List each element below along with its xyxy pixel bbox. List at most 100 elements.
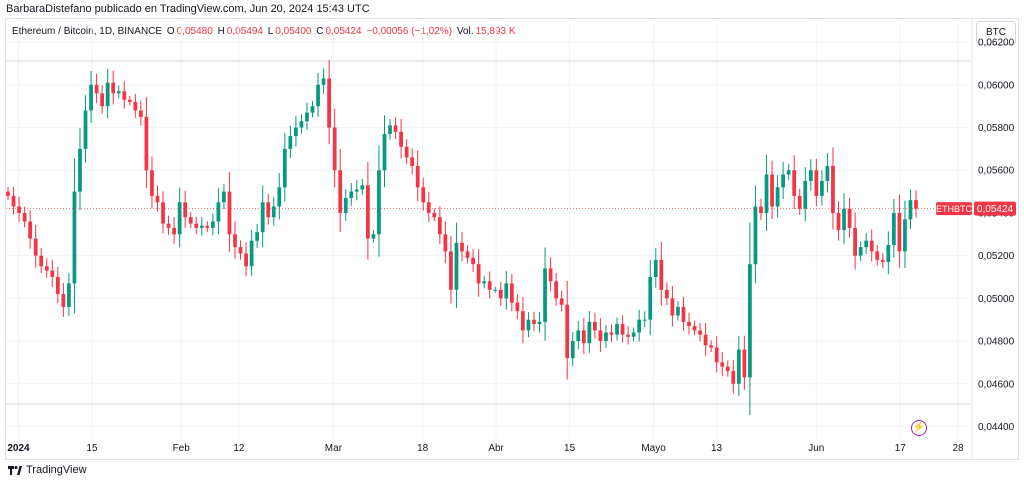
candle-body (216, 202, 221, 222)
candle-body (360, 185, 365, 190)
close-label: C (316, 26, 324, 37)
candle-body (820, 180, 824, 196)
candle-body (587, 321, 592, 344)
candle-body (664, 289, 669, 299)
footer-brand[interactable]: TradingView (8, 464, 87, 476)
candle-body (880, 259, 885, 263)
candle-body (305, 112, 309, 122)
candle-body (61, 294, 66, 307)
candle-body (543, 268, 547, 322)
candle-body (803, 180, 808, 209)
candle-body (100, 93, 105, 107)
candle-body (831, 165, 835, 213)
candle-body (869, 240, 874, 252)
candle-body (6, 191, 10, 196)
candle-body (277, 187, 282, 207)
candle-body (399, 131, 403, 147)
candle-body (316, 84, 320, 107)
candle-body (150, 170, 154, 196)
candle-body (188, 217, 193, 224)
candle-body (393, 125, 398, 132)
x-tick-label: 17 (895, 443, 907, 454)
candle-body (620, 323, 625, 335)
close-value: 0,05424 (325, 26, 362, 37)
candle-body (271, 206, 276, 218)
candle-body (515, 302, 520, 312)
candle-body (548, 268, 553, 282)
currency-button[interactable]: BTC (976, 21, 1016, 45)
candle-body (670, 298, 675, 316)
candle-body (891, 212, 896, 245)
candle-body (709, 345, 714, 348)
candle-body (199, 225, 204, 228)
symbol-legend: Ethereum / Bitcoin, 1D, BINANCE O 0,05480… (12, 26, 518, 37)
candle-body (687, 321, 691, 327)
candle-body (836, 212, 841, 231)
candle-body (161, 202, 165, 224)
candle-body (415, 165, 420, 188)
symbol-tag: ETHBTC (936, 204, 973, 214)
candle-body (244, 253, 248, 267)
candle-body (604, 332, 608, 342)
candle-body (858, 247, 863, 256)
candle-body (698, 330, 702, 335)
candle-body (471, 257, 475, 265)
candle-body (172, 227, 176, 235)
candle-body (116, 91, 121, 94)
candle-body (44, 266, 49, 271)
candle-body (310, 106, 315, 113)
x-tick-label: Feb (173, 443, 191, 454)
high-value: 0,05494 (226, 26, 263, 37)
candle-body (83, 110, 88, 149)
y-tick-label: 0,05800 (978, 123, 1015, 134)
candle-body (814, 170, 819, 196)
open-label: O (166, 26, 175, 37)
candle-body (808, 170, 813, 181)
candle-body (210, 221, 215, 228)
candle-body (111, 82, 116, 94)
x-tick-label: 28 (952, 443, 964, 454)
volume-label: Vol. (456, 26, 474, 37)
candle-body (676, 306, 680, 316)
candle-body (194, 223, 199, 228)
candle-body (509, 283, 514, 303)
candle-body (249, 240, 254, 267)
candle-body (155, 195, 160, 203)
candle-body (770, 174, 774, 207)
candle-body (775, 187, 780, 207)
candle-body (692, 326, 697, 331)
open-value: 0,05480 (176, 26, 213, 37)
candle-body (736, 349, 741, 384)
candle-body (222, 191, 226, 203)
candle-body (626, 334, 630, 337)
symbol-name[interactable]: Ethereum / Bitcoin, 1D, BINANCE (12, 26, 163, 37)
candle-body (365, 185, 370, 239)
candle-body (50, 270, 55, 277)
candle-body (282, 148, 287, 188)
candle-body (72, 191, 77, 284)
candle-body (94, 84, 99, 94)
candle-body (238, 247, 243, 254)
candle-body (565, 304, 570, 359)
y-tick-label: 0,05200 (978, 251, 1015, 262)
candle-body (105, 82, 110, 107)
candle-body (138, 110, 143, 117)
candle-body (842, 208, 846, 231)
x-tick-label: 18 (417, 443, 429, 454)
y-tick-label: 0,06200 (978, 38, 1015, 49)
candle-body (886, 244, 891, 263)
y-tick-label: 0,05000 (978, 294, 1015, 305)
candle-body (792, 170, 797, 196)
low-label: L (267, 26, 274, 37)
lightning-icon[interactable]: ⚡ (911, 420, 927, 436)
candle-body (410, 157, 415, 166)
candle-body (432, 212, 437, 218)
x-tick-label: 15 (86, 443, 98, 454)
candle-body (897, 212, 902, 252)
candle-body (759, 206, 763, 213)
candle-body (205, 225, 210, 228)
x-tick-label: 13 (711, 443, 723, 454)
candle-body (521, 311, 525, 331)
candle-body (731, 370, 736, 384)
